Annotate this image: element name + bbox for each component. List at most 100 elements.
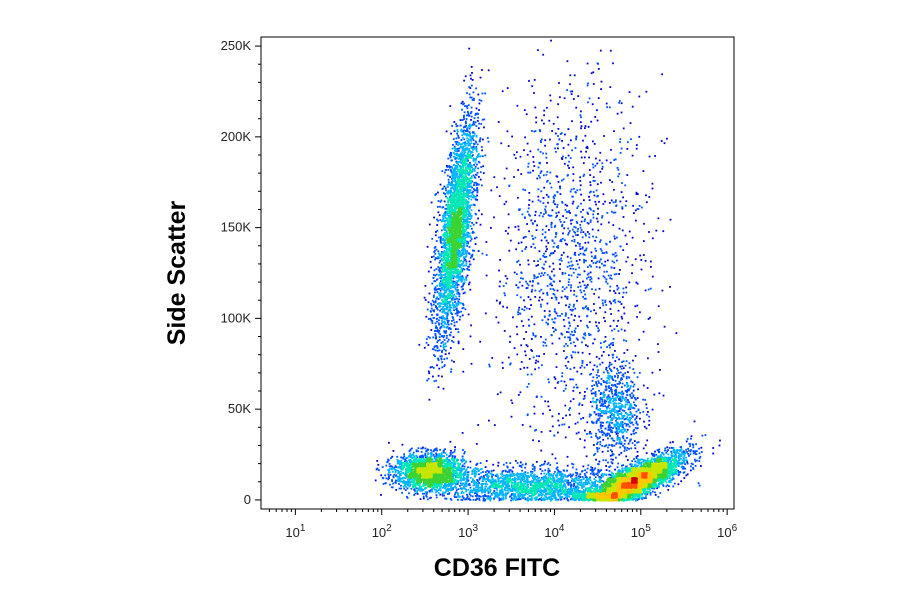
event-dot bbox=[458, 143, 461, 146]
event-dot bbox=[453, 298, 456, 301]
event-dot bbox=[454, 446, 456, 448]
event-dot bbox=[476, 163, 478, 166]
event-dot bbox=[614, 158, 617, 161]
event-dot bbox=[538, 440, 540, 443]
event-dot bbox=[596, 398, 599, 401]
event-dot bbox=[582, 280, 584, 283]
event-dot bbox=[456, 165, 459, 167]
event-dot bbox=[609, 375, 612, 378]
event-dot bbox=[450, 181, 453, 183]
event-dot bbox=[564, 336, 566, 339]
event-dot bbox=[437, 256, 439, 258]
event-dot bbox=[615, 409, 618, 412]
event-dot bbox=[543, 213, 545, 215]
event-dot bbox=[452, 191, 455, 194]
event-dot bbox=[611, 412, 614, 415]
event-dot bbox=[466, 245, 469, 247]
event-dot bbox=[700, 465, 702, 467]
event-dot bbox=[488, 365, 491, 368]
event-dot bbox=[545, 106, 548, 109]
event-dot bbox=[568, 481, 570, 484]
event-dot bbox=[471, 151, 474, 154]
event-dot bbox=[474, 140, 477, 143]
event-dot bbox=[525, 235, 527, 238]
event-dot bbox=[523, 338, 525, 340]
event-dot bbox=[551, 284, 553, 287]
event-dot bbox=[469, 134, 471, 137]
event-dot bbox=[601, 354, 603, 357]
event-dot bbox=[456, 492, 459, 494]
event-dot bbox=[612, 453, 615, 456]
event-dot bbox=[542, 53, 545, 56]
event-dot bbox=[572, 98, 575, 100]
event-dot bbox=[477, 127, 480, 130]
event-dot bbox=[621, 464, 623, 467]
event-dot bbox=[610, 384, 613, 386]
event-dot bbox=[454, 156, 457, 159]
event-dot bbox=[523, 478, 526, 480]
event-dot bbox=[436, 329, 439, 331]
event-dot bbox=[671, 447, 673, 449]
event-dot bbox=[471, 473, 474, 475]
event-dot bbox=[540, 288, 543, 291]
event-dot bbox=[561, 225, 563, 228]
event-dot bbox=[580, 125, 583, 128]
event-dot bbox=[552, 252, 555, 254]
event-dot bbox=[594, 256, 596, 259]
event-dot bbox=[601, 216, 603, 219]
event-dot bbox=[424, 452, 427, 455]
event-dot bbox=[581, 491, 584, 494]
event-dot bbox=[466, 142, 468, 145]
event-dot bbox=[438, 236, 440, 239]
event-dot bbox=[581, 404, 584, 406]
event-dot bbox=[617, 369, 619, 372]
event-dot bbox=[618, 428, 621, 430]
event-dot bbox=[451, 180, 454, 182]
event-dot bbox=[439, 260, 442, 262]
event-dot bbox=[698, 457, 701, 460]
event-dot bbox=[528, 308, 531, 310]
event-dot bbox=[441, 288, 444, 291]
event-dot bbox=[388, 471, 390, 473]
event-dot bbox=[456, 132, 458, 135]
event-dot bbox=[583, 254, 586, 256]
event-dot bbox=[472, 139, 475, 142]
event-dot bbox=[617, 470, 619, 473]
event-dot bbox=[525, 331, 527, 333]
event-dot bbox=[549, 474, 552, 477]
event-dot bbox=[620, 367, 623, 370]
event-dot bbox=[579, 243, 581, 245]
event-dot bbox=[434, 301, 437, 304]
event-dot bbox=[452, 482, 454, 485]
event-dot bbox=[540, 472, 543, 475]
event-dot bbox=[403, 487, 406, 490]
event-dot bbox=[599, 151, 602, 154]
event-dot bbox=[624, 184, 627, 187]
event-dot bbox=[457, 301, 460, 303]
event-dot bbox=[465, 468, 468, 471]
event-dot bbox=[509, 473, 511, 476]
event-dot bbox=[621, 361, 623, 363]
event-dot bbox=[447, 181, 450, 184]
event-dot bbox=[465, 279, 468, 281]
event-dot bbox=[476, 171, 479, 174]
event-dot bbox=[421, 454, 424, 457]
event-dot bbox=[534, 335, 537, 337]
event-dot bbox=[597, 68, 600, 70]
event-dot bbox=[601, 403, 603, 406]
event-dot bbox=[538, 129, 541, 131]
event-dot bbox=[624, 404, 627, 407]
event-dot bbox=[442, 491, 444, 494]
event-dot bbox=[653, 455, 656, 458]
event-dot bbox=[586, 308, 589, 310]
event-dot bbox=[509, 239, 512, 242]
event-dot bbox=[433, 269, 436, 272]
event-dot bbox=[605, 465, 607, 467]
event-dot bbox=[525, 246, 528, 249]
event-dot bbox=[444, 276, 447, 279]
event-dot bbox=[467, 112, 470, 115]
event-dot bbox=[475, 483, 478, 486]
event-dot bbox=[621, 182, 623, 184]
event-dot bbox=[467, 125, 470, 127]
event-dot bbox=[465, 253, 468, 255]
